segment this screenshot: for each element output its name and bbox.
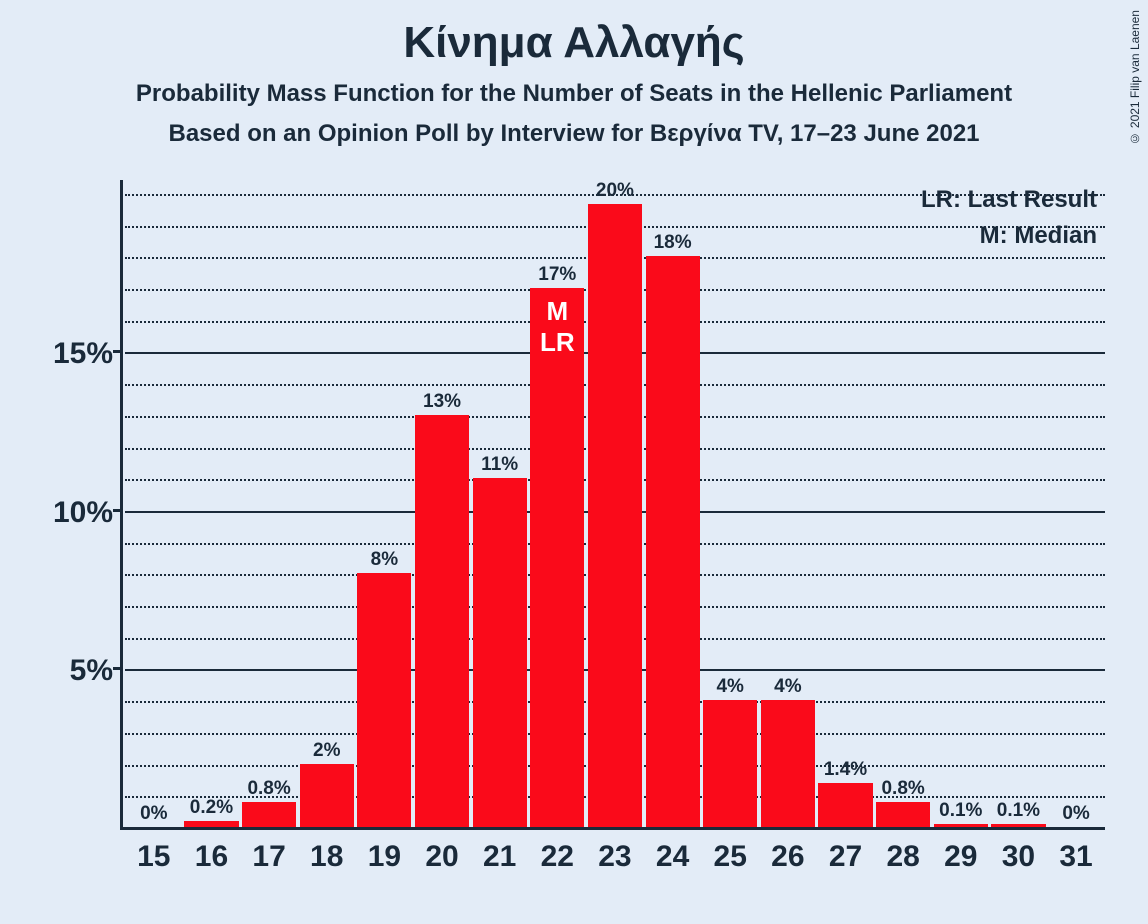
bar-value-label: 0.8% [881, 778, 924, 800]
x-axis-label: 22 [528, 840, 586, 874]
bar [991, 824, 1045, 827]
bar-value-label: 8% [371, 549, 398, 571]
bar-value-label: 2% [313, 740, 340, 762]
bar-value-label: 1.4% [824, 759, 867, 781]
bars-container: 0% 0.2% 0.8% 2% 8% 13% 11% 17% MLR 20% 18% 4% 4% 1.4%… [125, 180, 1105, 827]
x-axis-label: 31 [1047, 840, 1105, 874]
bar-slot: 4% [759, 180, 817, 827]
bar [415, 415, 469, 827]
bar [184, 821, 238, 827]
x-axis-label: 30 [990, 840, 1048, 874]
bar-slot: 4% [701, 180, 759, 827]
bar-slot: 0.1% [990, 180, 1048, 827]
bar-value-label: 13% [423, 391, 461, 413]
bar-value-label: 0.1% [997, 800, 1040, 822]
bar-slot: 11% [471, 180, 529, 827]
bar [300, 764, 354, 827]
x-axis-label: 29 [932, 840, 990, 874]
y-axis [120, 180, 123, 830]
bar-value-label: 11% [481, 454, 518, 476]
bar-slot: 1.4% [817, 180, 875, 827]
bar [646, 256, 700, 827]
bar-slot: 0.2% [183, 180, 241, 827]
bar-value-label: 20% [596, 180, 634, 202]
bar: MLR [530, 288, 584, 827]
bar-slot: 13% [413, 180, 471, 827]
bar [876, 802, 930, 827]
bar-value-label: 0.2% [190, 797, 233, 819]
x-axis-label: 16 [183, 840, 241, 874]
bar-slot: 18% [644, 180, 702, 827]
bar-slot: 17% MLR [528, 180, 586, 827]
x-axis-label: 23 [586, 840, 644, 874]
x-axis-label: 17 [240, 840, 298, 874]
bar-value-label: 18% [654, 232, 692, 254]
x-axis-label: 20 [413, 840, 471, 874]
y-tick [113, 509, 123, 512]
bar-value-label: 0.8% [247, 778, 290, 800]
y-tick [113, 667, 123, 670]
x-axis-label: 18 [298, 840, 356, 874]
bar-slot: 0% [1047, 180, 1105, 827]
bar-value-label: 0.1% [939, 800, 982, 822]
y-axis-label: 10% [53, 496, 113, 530]
bar-value-label: 0% [140, 803, 167, 825]
bar [761, 700, 815, 827]
bar-value-label: 17% [538, 264, 576, 286]
bar-value-label: 4% [774, 676, 801, 698]
bar-slot: 2% [298, 180, 356, 827]
chart-subtitle-2: Based on an Opinion Poll by Interview fo… [0, 120, 1148, 148]
bar-slot: 0.8% [874, 180, 932, 827]
y-axis-label: 5% [70, 654, 113, 688]
chart-title: Κίνημα Αλλαγής [0, 0, 1148, 68]
bar-value-label: 0% [1062, 803, 1089, 825]
x-axis-label: 26 [759, 840, 817, 874]
x-axis-label: 21 [471, 840, 529, 874]
plot-area: LR: Last Result M: Median 5%10%15% 0%0.2… [125, 180, 1105, 830]
y-tick [113, 350, 123, 353]
bar [934, 824, 988, 827]
bar [473, 478, 527, 827]
bar-annotation: MLR [530, 296, 584, 358]
bar-annotation-line: LR [530, 327, 584, 358]
x-axis-label: 24 [644, 840, 702, 874]
x-axis-label: 27 [817, 840, 875, 874]
bar-slot: 0% [125, 180, 183, 827]
bar [357, 573, 411, 827]
bar [588, 204, 642, 827]
copyright-text: © 2021 Filip van Laenen [1128, 10, 1142, 145]
chart-subtitle-1: Probability Mass Function for the Number… [0, 80, 1148, 108]
y-axis-label: 15% [53, 337, 113, 371]
x-axis-label: 25 [701, 840, 759, 874]
bar-value-label: 4% [716, 676, 743, 698]
bar-slot: 0.1% [932, 180, 990, 827]
x-axis-label: 15 [125, 840, 183, 874]
x-axis-labels: 1516171819202122232425262728293031 [125, 840, 1105, 874]
bar [242, 802, 296, 827]
x-axis [120, 827, 1105, 830]
x-axis-label: 28 [874, 840, 932, 874]
bar [818, 783, 872, 827]
bar [703, 700, 757, 827]
bar-slot: 20% [586, 180, 644, 827]
bar-annotation-line: M [530, 296, 584, 327]
bar-slot: 0.8% [240, 180, 298, 827]
x-axis-label: 19 [356, 840, 414, 874]
bar-slot: 8% [356, 180, 414, 827]
